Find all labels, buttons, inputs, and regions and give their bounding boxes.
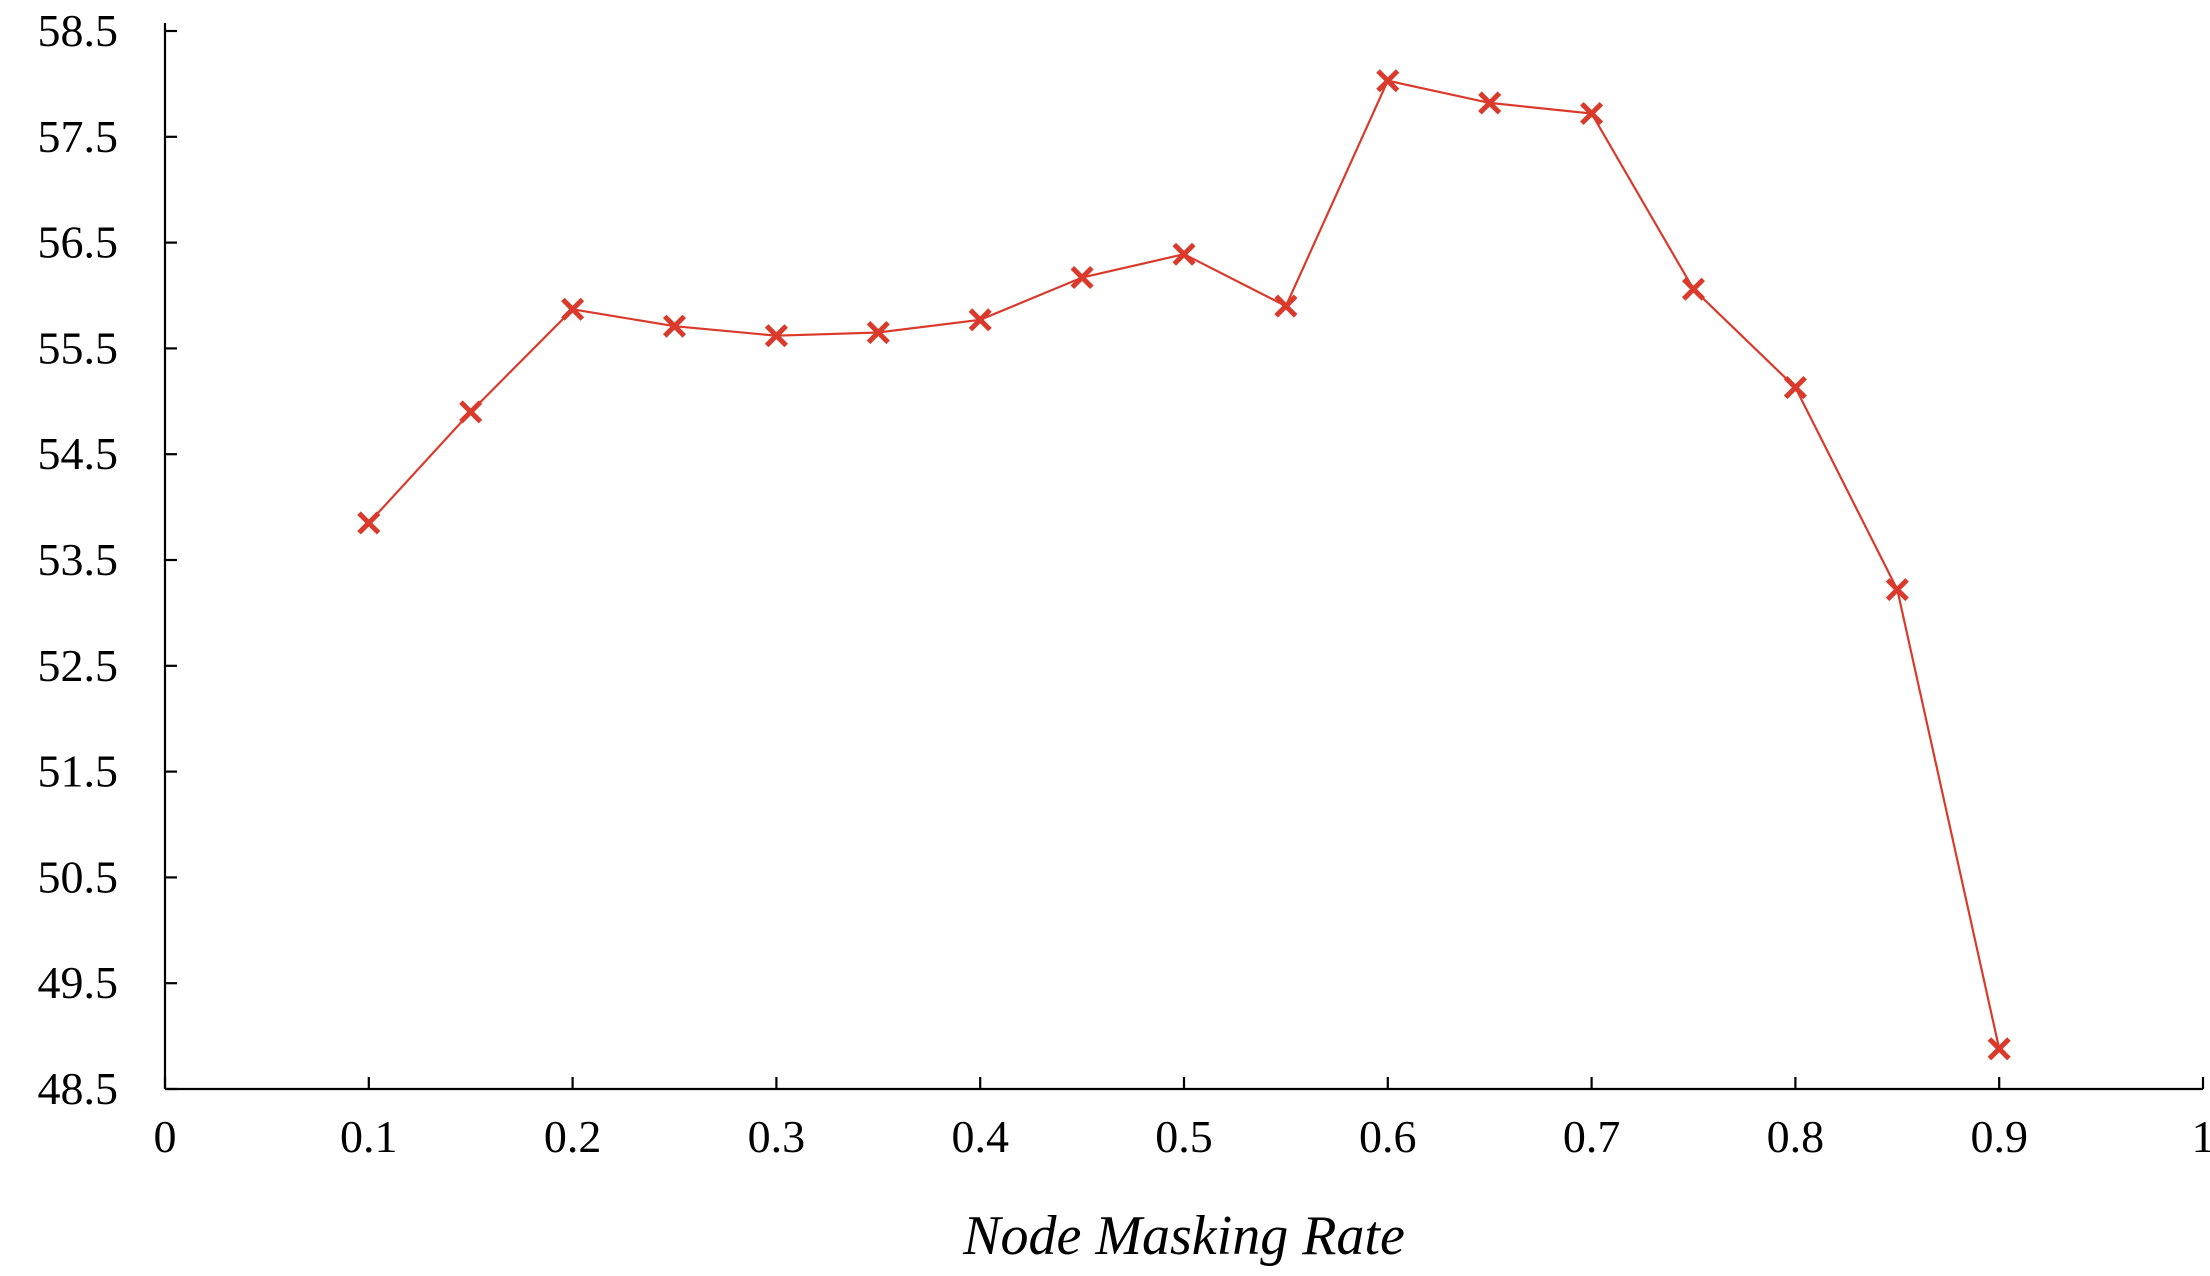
series-line [367,79,2001,1050]
y-tick-label: 48.5 [38,1063,119,1114]
y-tick-labels: 48.5 49.5 50.5 51.5 52.5 53.5 54.5 55.5 56.5 57.5… [38,5,119,1114]
data-point-marker [1987,1037,2011,1061]
y-tick-label: 56.5 [38,217,119,268]
data-point-marker [662,314,687,338]
x-tick-label: 0.8 [1767,1111,1825,1162]
data-point-marker [1580,101,1604,126]
data-point-marker [1274,294,1298,318]
x-axis-title: Node Masking Rate [962,1205,1405,1267]
data-point-marker [1478,91,1502,115]
series-layer [357,69,2011,1061]
data-point-marker [459,400,483,424]
x-tick-label: 0.7 [1563,1111,1621,1162]
y-tick-label: 55.5 [38,322,119,373]
data-point-marker [561,297,585,321]
data-point-marker [968,308,992,332]
y-tick-label: 50.5 [38,851,119,902]
y-tick-label: 53.5 [38,534,119,585]
x-tick-label: 0 [154,1111,177,1162]
data-point-marker [764,324,788,348]
data-point-marker [1681,277,1706,301]
x-tick-label: 0.1 [340,1111,398,1162]
x-tick-label: 0.5 [1155,1111,1213,1162]
x-tick-label: 0.6 [1359,1111,1417,1162]
x-tick-labels: 0 0.1 0.2 0.3 0.4 0.5 0.6 0.7 0.8 0.9 1 [154,1111,2210,1162]
y-tick-label: 58.5 [38,5,119,56]
data-point-marker [357,511,381,535]
y-tick-label: 51.5 [38,746,119,797]
y-tick-label: 54.5 [38,428,119,479]
x-tick-label: 0.3 [748,1111,806,1162]
data-point-marker [1376,69,1400,93]
data-point-marker [1070,265,1094,290]
axes [163,23,2205,1091]
data-point-marker [1783,376,1807,400]
x-tick-label: 0.4 [951,1111,1009,1162]
y-tick-label: 52.5 [38,640,119,691]
x-tick-label: 1 [2192,1111,2210,1162]
x-tick-label: 0.9 [1970,1111,2028,1162]
data-point-marker [866,320,890,345]
data-point-marker [1172,242,1196,266]
y-tick-label: 49.5 [38,957,119,1008]
x-tick-label: 0.2 [544,1111,602,1162]
y-tick-label: 57.5 [38,111,119,162]
data-point-marker [1885,578,1909,602]
